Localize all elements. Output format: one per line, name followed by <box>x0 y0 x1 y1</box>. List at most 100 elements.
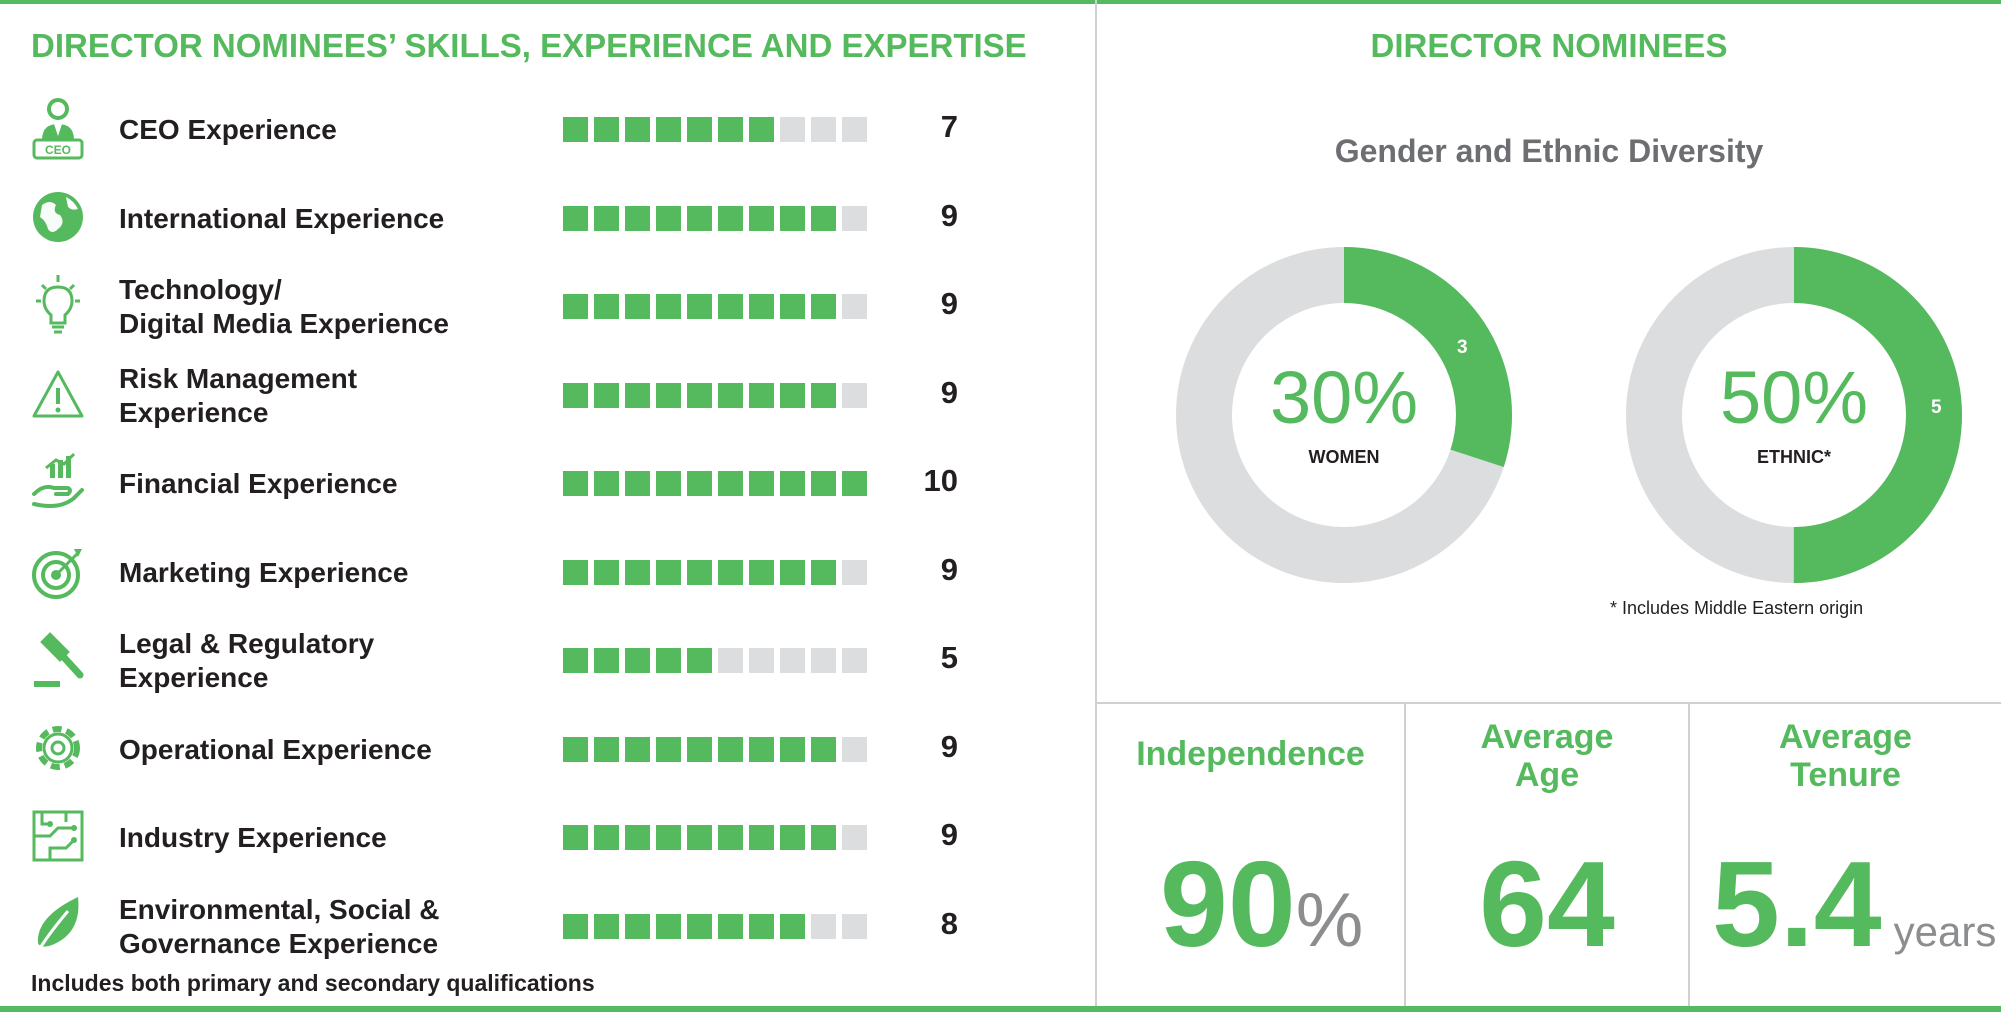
skill-count: 9 <box>940 197 958 233</box>
bar-unit-empty <box>780 117 805 142</box>
bar-unit-filled <box>718 471 743 496</box>
stats-divider-1 <box>1404 704 1406 1006</box>
skill-label-line: Governance Experience <box>119 927 439 959</box>
ethnic-slice-main <box>1626 247 1962 583</box>
skill-count: 8 <box>940 905 958 941</box>
women-donut: 30% WOMEN 3 <box>1174 245 1514 585</box>
bar-unit-filled <box>780 559 805 585</box>
ethnic-segment-label: 5 <box>1931 397 1942 418</box>
panel-divider <box>1095 0 1097 1006</box>
bar-unit-filled <box>563 471 588 496</box>
age-title: Average Age <box>1406 718 1688 794</box>
women-donut-chart <box>1176 247 1512 583</box>
skill-count: 9 <box>940 728 958 764</box>
bar-unit-filled <box>687 117 712 142</box>
bar-unit-filled <box>625 382 650 408</box>
skill-label-line: Operational Experience <box>119 733 432 765</box>
bar-unit-empty <box>842 294 867 319</box>
bar-unit-filled <box>594 471 619 496</box>
stats-divider <box>1097 702 2001 704</box>
skill-label: Legal & Regulatory Experience <box>119 627 374 695</box>
skill-label: CEO Experience <box>119 113 337 147</box>
bar-unit-filled <box>656 117 681 142</box>
bar-unit-empty <box>842 205 867 231</box>
skill-row: Legal & Regulatory Experience 5 <box>0 617 1000 705</box>
skill-row: CEO CEO Experience 7 <box>0 86 1000 174</box>
bar-unit-filled <box>780 736 805 762</box>
skill-label: Marketing Experience <box>119 556 408 590</box>
skill-count: 9 <box>940 817 958 852</box>
bar-unit-filled <box>563 736 588 762</box>
bar-unit-filled <box>656 471 681 496</box>
bar-unit-filled <box>718 205 743 231</box>
independence-number: 90 <box>1160 836 1296 972</box>
gavel-icon <box>30 627 86 691</box>
skill-label: Environmental, Social & Governance Experi… <box>119 893 440 961</box>
bar-unit-empty <box>842 559 867 585</box>
bar-unit-filled <box>625 648 650 673</box>
ethnic-donut: 50% ETHNIC* 5 <box>1624 245 1964 585</box>
bar-unit-filled <box>780 294 805 319</box>
bar-unit-filled <box>718 913 743 939</box>
nominees-title: DIRECTOR NOMINEES <box>1370 27 1728 64</box>
skill-row: Environmental, Social & Governance Experi… <box>0 883 1000 971</box>
bar-unit-filled <box>718 117 743 142</box>
bar-unit-filled <box>656 294 681 319</box>
bar-unit-filled <box>563 205 588 231</box>
bar-unit-filled <box>718 736 743 762</box>
bar-unit-filled <box>594 559 619 585</box>
stats-divider-2 <box>1688 704 1690 1006</box>
skill-label-line: Experience <box>119 662 269 693</box>
bar-unit-filled <box>656 648 681 673</box>
bar-unit-filled <box>749 382 774 408</box>
age-title-line1: Average <box>1480 718 1614 756</box>
bar-unit-filled <box>749 117 774 142</box>
bar-unit-filled <box>780 913 805 939</box>
bar-unit-filled <box>687 736 712 762</box>
skill-count: 9 <box>940 374 958 410</box>
bar-unit-empty <box>842 825 867 850</box>
bar-unit-filled <box>749 205 774 231</box>
bar-unit-filled <box>594 294 619 319</box>
skill-label-line: Digital Media Experience <box>119 308 449 339</box>
bar-unit-filled <box>780 471 805 496</box>
bar-unit-filled <box>656 913 681 939</box>
tenure-unit: years <box>1893 908 1997 955</box>
bar-unit-empty <box>780 648 805 673</box>
independence-title: Independence <box>1136 735 1365 773</box>
ceo-badge-icon: CEO <box>30 96 86 160</box>
skill-row: Financial Experience 10 <box>0 440 1000 528</box>
bar-unit-filled <box>625 471 650 496</box>
bar-unit-empty <box>842 736 867 762</box>
skill-count: 9 <box>940 286 958 321</box>
skill-count: 10 <box>923 463 958 498</box>
tenure-title-line1: Average <box>1779 718 1912 756</box>
age-title-line2: Age <box>1514 756 1580 794</box>
bar-unit-filled <box>563 559 588 585</box>
top-rule <box>0 0 2001 4</box>
bar-unit-filled <box>625 825 650 850</box>
skill-label-line: Risk Management <box>119 362 358 394</box>
bar-unit-empty <box>811 648 836 673</box>
bar-unit-filled <box>811 736 836 762</box>
leaf-icon <box>30 893 86 957</box>
ethnic-footnote: * Includes Middle Eastern origin <box>1610 598 1864 618</box>
ethnic-percent: 50% <box>1719 356 1869 439</box>
skills-footnote: Includes both primary and secondary qual… <box>31 970 595 996</box>
diversity-subtitle: Gender and Ethnic Diversity <box>1334 133 1764 169</box>
skill-row: Operational Experience 9 <box>0 706 1000 794</box>
bar-unit-filled <box>563 913 588 939</box>
skill-count: 9 <box>940 551 958 587</box>
bar-unit-filled <box>563 648 588 673</box>
skill-label-line: Legal & Regulatory <box>119 628 375 659</box>
skill-label: Risk Management Experience <box>119 362 357 430</box>
skill-row: Marketing Experience 9 <box>0 529 1000 617</box>
skill-label-line: Experience <box>119 396 269 428</box>
bar-unit-filled <box>842 471 867 496</box>
bar-unit-filled <box>811 471 836 496</box>
bar-unit-filled <box>594 117 619 142</box>
circuit-board-icon <box>30 804 86 868</box>
bar-unit-filled <box>749 736 774 762</box>
skill-label-line: Technology/ <box>119 274 282 305</box>
bar-unit-empty <box>842 382 867 408</box>
